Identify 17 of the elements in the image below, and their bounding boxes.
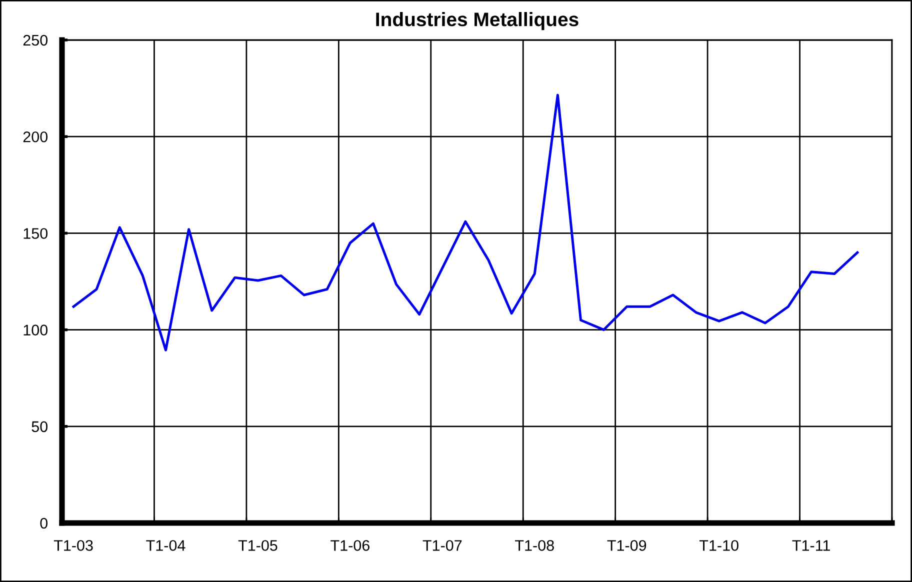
y-tick-label: 250 — [23, 34, 48, 46]
x-tick-label: T1-05 — [238, 540, 278, 551]
x-tick-label: T1-07 — [422, 540, 462, 551]
x-tick-label: T1-06 — [330, 540, 370, 551]
y-tick-label: 200 — [23, 131, 48, 142]
y-tick-label: 150 — [24, 228, 48, 239]
x-tick-label: T1-11 — [792, 540, 830, 551]
x-tick-label: T1-03 — [54, 540, 93, 551]
line-series — [72, 94, 859, 352]
y-tick-label: 100 — [24, 324, 48, 336]
x-tick-label: T1-04 — [146, 540, 186, 551]
x-tick-label: T1-09 — [607, 540, 646, 551]
x-tick-label: T1-10 — [699, 540, 738, 551]
y-tick-label: 50 — [32, 421, 48, 432]
x-tick-label: T1-08 — [515, 540, 554, 551]
y-tick-label: 0 — [40, 518, 48, 529]
chart-title: Industries Metalliques — [376, 12, 578, 30]
